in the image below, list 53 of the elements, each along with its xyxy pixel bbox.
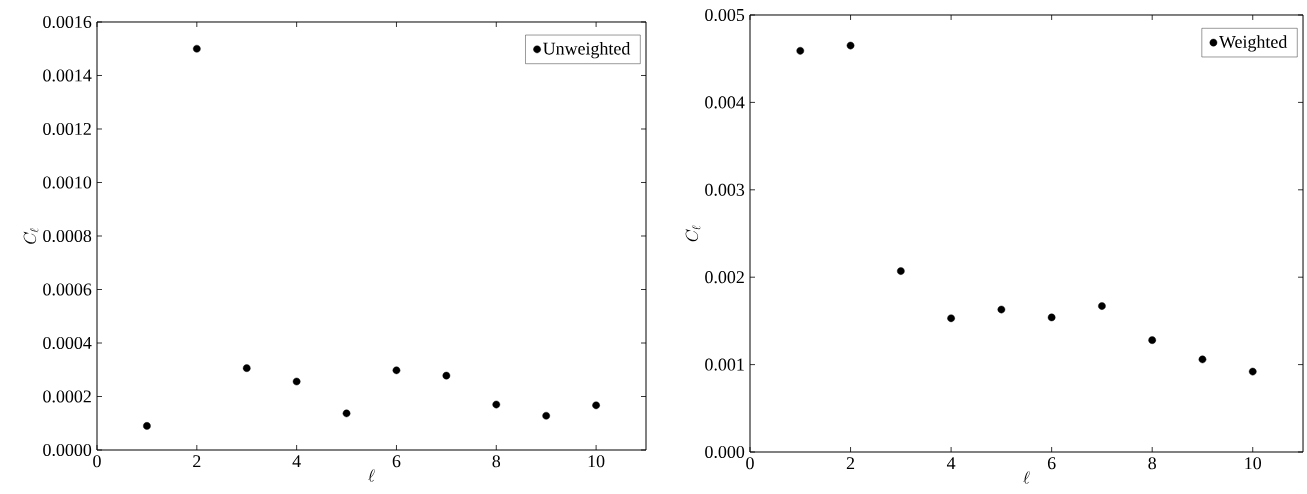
y-tick-label: 0.005 [705, 8, 745, 22]
point [392, 366, 401, 375]
x-tick-label: 2 [846, 457, 855, 470]
x-tick-label: 6 [392, 455, 401, 468]
y-tick-label: 0.0016 [43, 15, 92, 29]
point [242, 364, 251, 372]
point [442, 371, 451, 380]
point [342, 409, 351, 418]
y-axis-title: $C_\ell$ [23, 227, 39, 244]
point [1148, 336, 1156, 344]
y-tick-label: 0.0006 [43, 283, 92, 296]
x-tick-label: 10 [588, 455, 605, 468]
point [1047, 313, 1056, 322]
x-tick-label: 4 [292, 455, 301, 467]
y-tick-label: 0.0012 [43, 122, 91, 136]
x-tick-label: 2 [193, 455, 201, 468]
y-axis-title: $C_\ell$ [685, 225, 701, 242]
y-tick-label: 0.004 [705, 96, 745, 109]
y-tick-label: 0.000 [705, 445, 745, 459]
x-tick-label: 0 [93, 455, 101, 468]
point [1248, 367, 1257, 376]
x-tick-label: 8 [492, 455, 501, 468]
point [143, 422, 151, 430]
y-tick-label: 0.003 [705, 183, 745, 196]
point [897, 267, 905, 275]
x-tick-label: 8 [1148, 457, 1156, 470]
y-tick-label: 0.002 [705, 271, 744, 284]
legend-label: Unweighted [543, 42, 631, 59]
x-tick-label: 10 [1245, 457, 1262, 470]
y-tick-label: 0.0014 [43, 69, 92, 82]
y-tick-label: 0.0010 [43, 176, 92, 189]
point [592, 401, 600, 410]
point [193, 44, 201, 53]
point [492, 400, 501, 409]
point [542, 411, 550, 420]
x-axis-title: $\ell$ [1023, 471, 1030, 484]
point [947, 314, 955, 323]
y-tick-label: 0.0002 [43, 390, 91, 403]
y-tick-label: 0.0008 [43, 229, 92, 243]
point [1198, 355, 1207, 364]
x-tick-label: 4 [946, 457, 956, 469]
point [292, 377, 301, 386]
point [997, 305, 1006, 314]
point [1098, 302, 1106, 310]
y-tick-label: 0.0004 [43, 336, 92, 350]
y-tick-label: 0.001 [705, 358, 744, 371]
x-axis-title: $\ell$ [368, 469, 375, 482]
point [796, 47, 805, 55]
y-tick-label: 0.0000 [43, 443, 92, 457]
legend-label: Weighted [1219, 35, 1288, 52]
point [846, 41, 855, 50]
x-tick-label: 0 [746, 457, 754, 470]
x-tick-label: 6 [1047, 457, 1056, 470]
